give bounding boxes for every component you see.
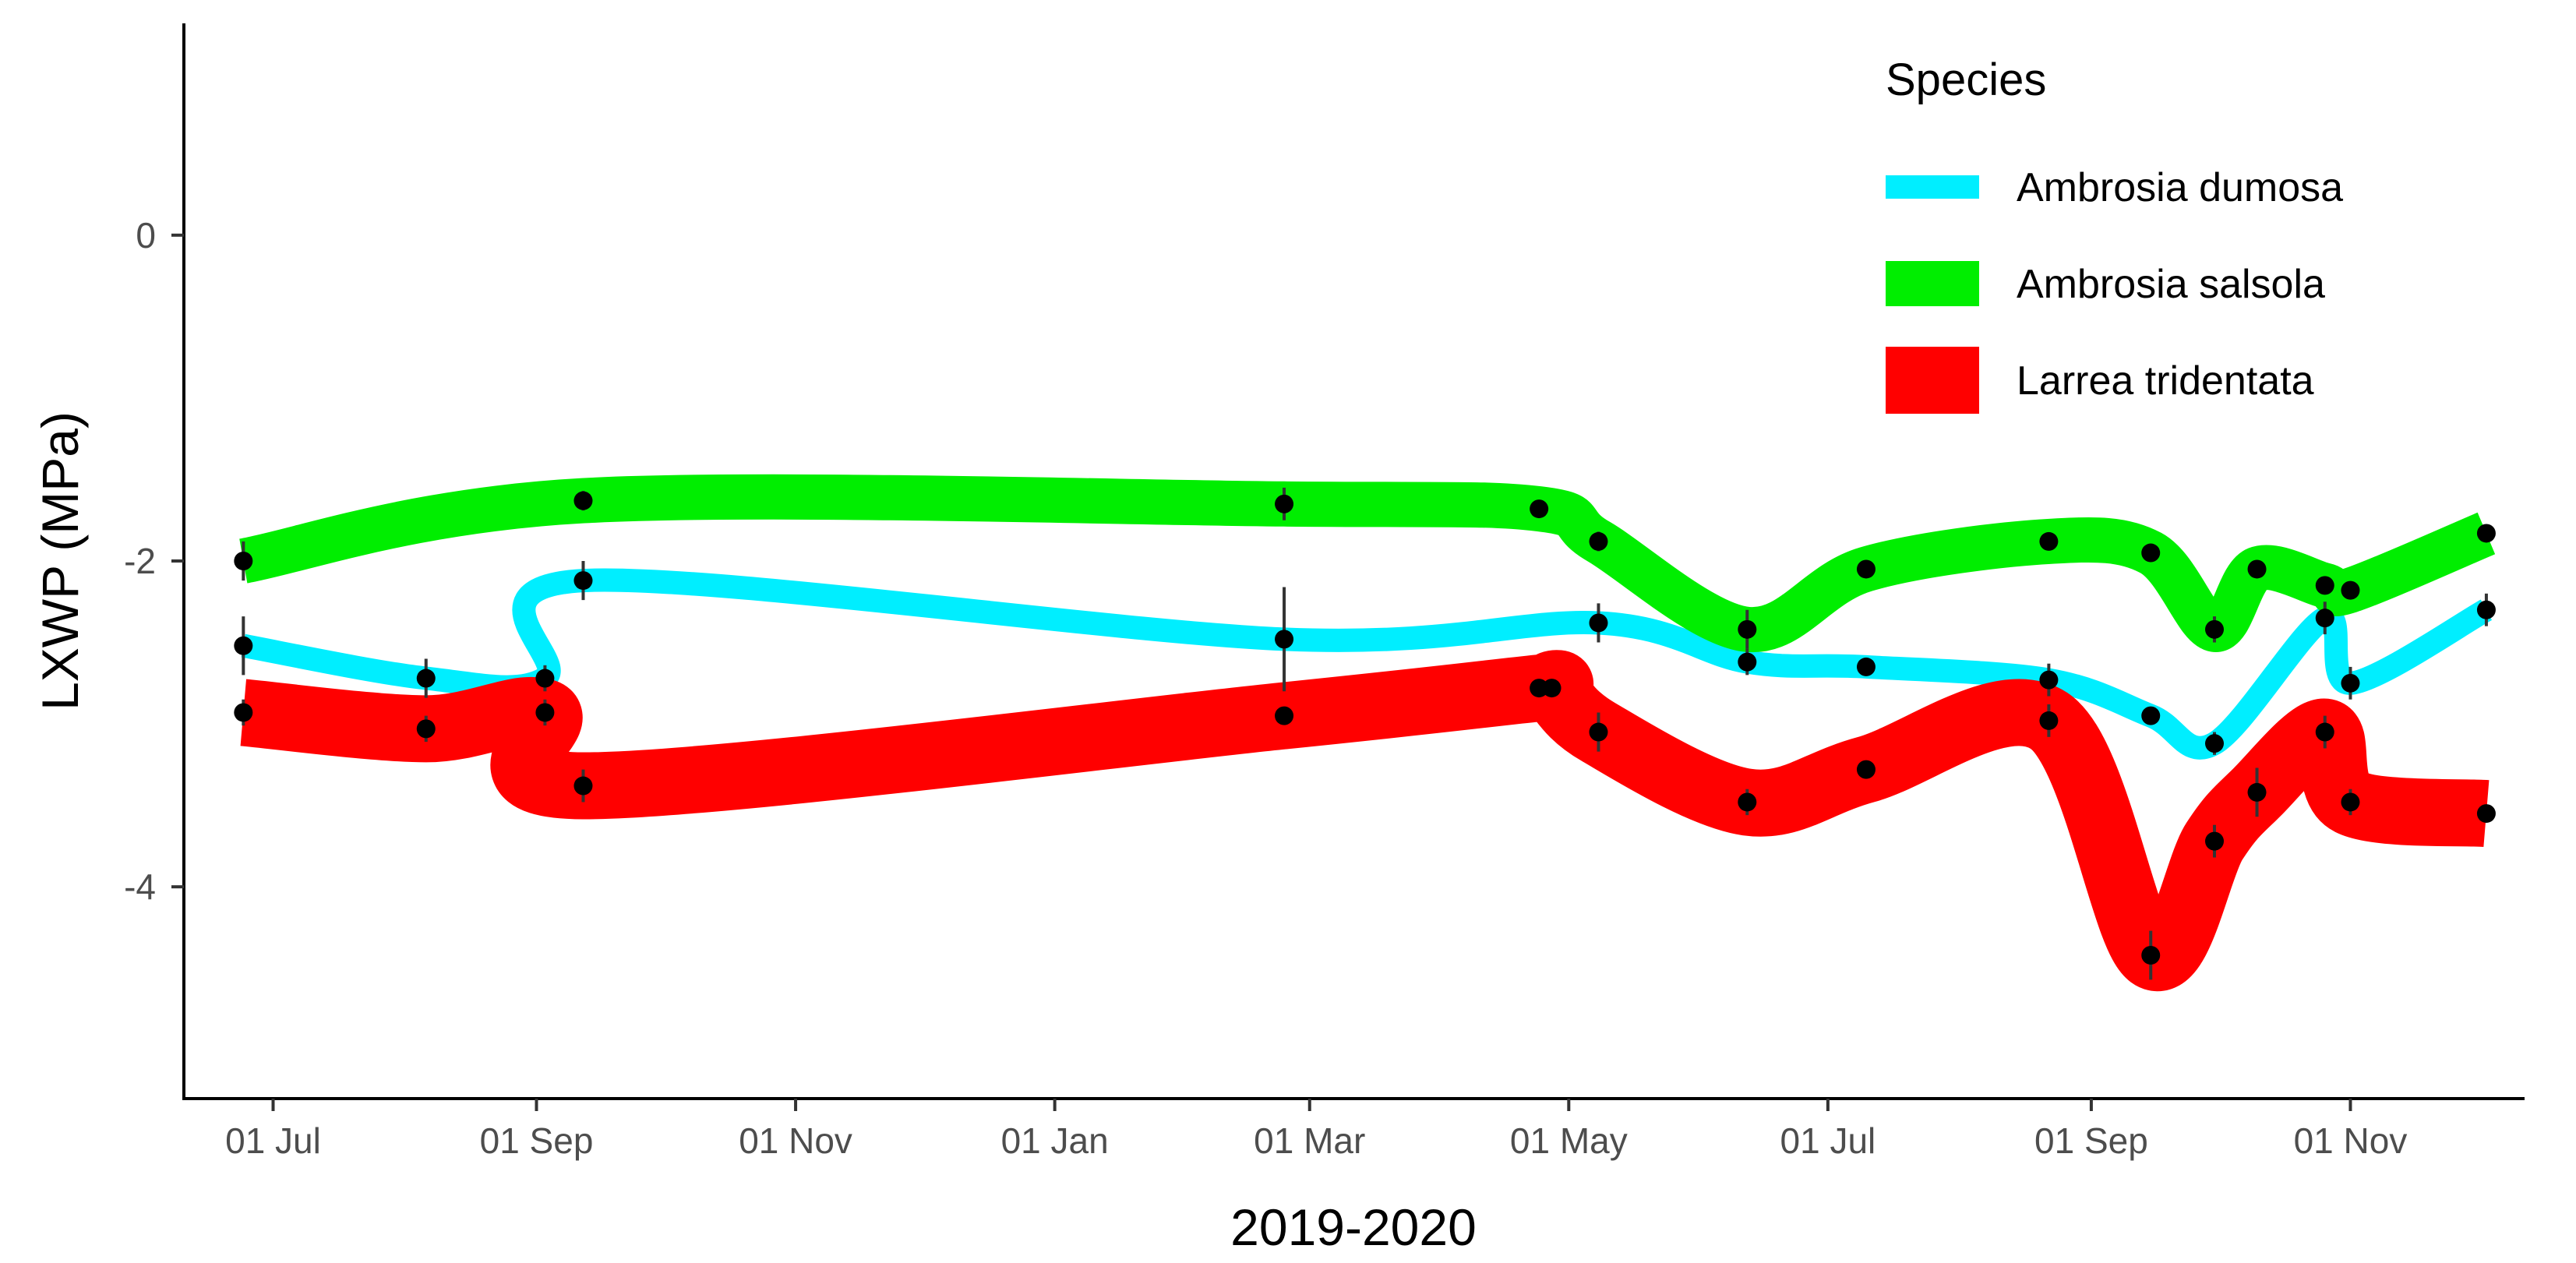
series-line-larrea-tridentata	[240, 650, 2490, 991]
series-line-ambrosia-dumosa	[241, 568, 2493, 760]
data-point	[1738, 792, 1757, 812]
data-point	[2247, 782, 2267, 802]
data-point	[2247, 559, 2267, 579]
data-point	[234, 636, 253, 655]
data-point	[416, 719, 436, 739]
x-tick-label: 01 Jul	[225, 1120, 321, 1161]
data-point	[1738, 652, 1757, 672]
data-point	[2315, 722, 2334, 742]
x-tick-label: 01 Jan	[1001, 1120, 1109, 1161]
data-point	[2341, 673, 2360, 693]
data-point	[2141, 946, 2161, 965]
legend-title: Species	[1886, 55, 2046, 105]
data-point	[535, 669, 555, 688]
y-tick-label: -4	[124, 866, 156, 907]
data-point	[573, 776, 593, 796]
legend-label: Ambrosia dumosa	[2017, 165, 2343, 210]
data-point	[573, 571, 593, 591]
x-tick-label: 01 Nov	[2294, 1120, 2408, 1161]
data-point	[2315, 609, 2334, 628]
data-point	[1856, 657, 1876, 676]
x-tick-label: 01 Sep	[2034, 1120, 2148, 1161]
data-point	[2476, 804, 2496, 824]
x-tick-label: 01 Sep	[480, 1120, 594, 1161]
data-point	[573, 491, 593, 510]
y-axis-ticks: 0 -2 -4	[124, 215, 184, 907]
data-point	[1275, 706, 1294, 725]
legend-label: Larrea tridentata	[2017, 358, 2314, 404]
data-point	[2205, 734, 2225, 753]
data-point	[2341, 580, 2360, 600]
data-point	[2315, 576, 2334, 595]
x-tick-label: 01 Nov	[739, 1120, 852, 1161]
data-point	[2141, 706, 2161, 725]
data-point	[416, 669, 436, 688]
data-point	[2205, 831, 2225, 851]
data-point	[1589, 613, 1608, 633]
x-tick-label: 01 May	[1510, 1120, 1628, 1161]
data-point	[1530, 499, 1549, 519]
x-tick-label: 01 Mar	[1254, 1120, 1365, 1161]
data-point	[2141, 543, 2161, 563]
data-point	[1589, 531, 1608, 551]
data-point	[2341, 792, 2360, 812]
y-axis-title: LXWP (MPa)	[31, 411, 89, 711]
data-point	[1856, 760, 1876, 779]
data-point	[535, 703, 555, 722]
data-point	[1275, 630, 1294, 649]
data-point	[1542, 679, 1561, 698]
ribbon-layer	[239, 474, 2496, 991]
data-point	[234, 703, 253, 722]
data-point	[2039, 531, 2059, 551]
data-point	[1589, 722, 1608, 742]
legend: Species Ambrosia dumosa Ambrosia salsola L…	[1886, 55, 2343, 414]
point-layer	[234, 487, 2496, 980]
data-point	[1856, 559, 1876, 579]
data-point	[234, 552, 253, 570]
x-axis-title: 2019-2020	[1230, 1198, 1477, 1256]
legend-label: Ambrosia salsola	[2017, 262, 2325, 307]
x-tick-label: 01 Jul	[1780, 1120, 1876, 1161]
series-line-ambrosia-salsola	[239, 474, 2496, 653]
data-point	[2205, 619, 2225, 639]
data-point	[1738, 619, 1757, 639]
data-point	[1275, 494, 1294, 513]
y-tick-label: 0	[136, 215, 156, 256]
y-tick-label: -2	[124, 541, 156, 581]
data-point	[2039, 711, 2059, 730]
data-point	[2476, 524, 2496, 543]
x-axis-ticks: 01 Jul 01 Sep 01 Nov 01 Jan 01 Mar 01 May 01 J…	[225, 1099, 2407, 1161]
data-point	[2476, 600, 2496, 619]
data-point	[2039, 670, 2059, 690]
